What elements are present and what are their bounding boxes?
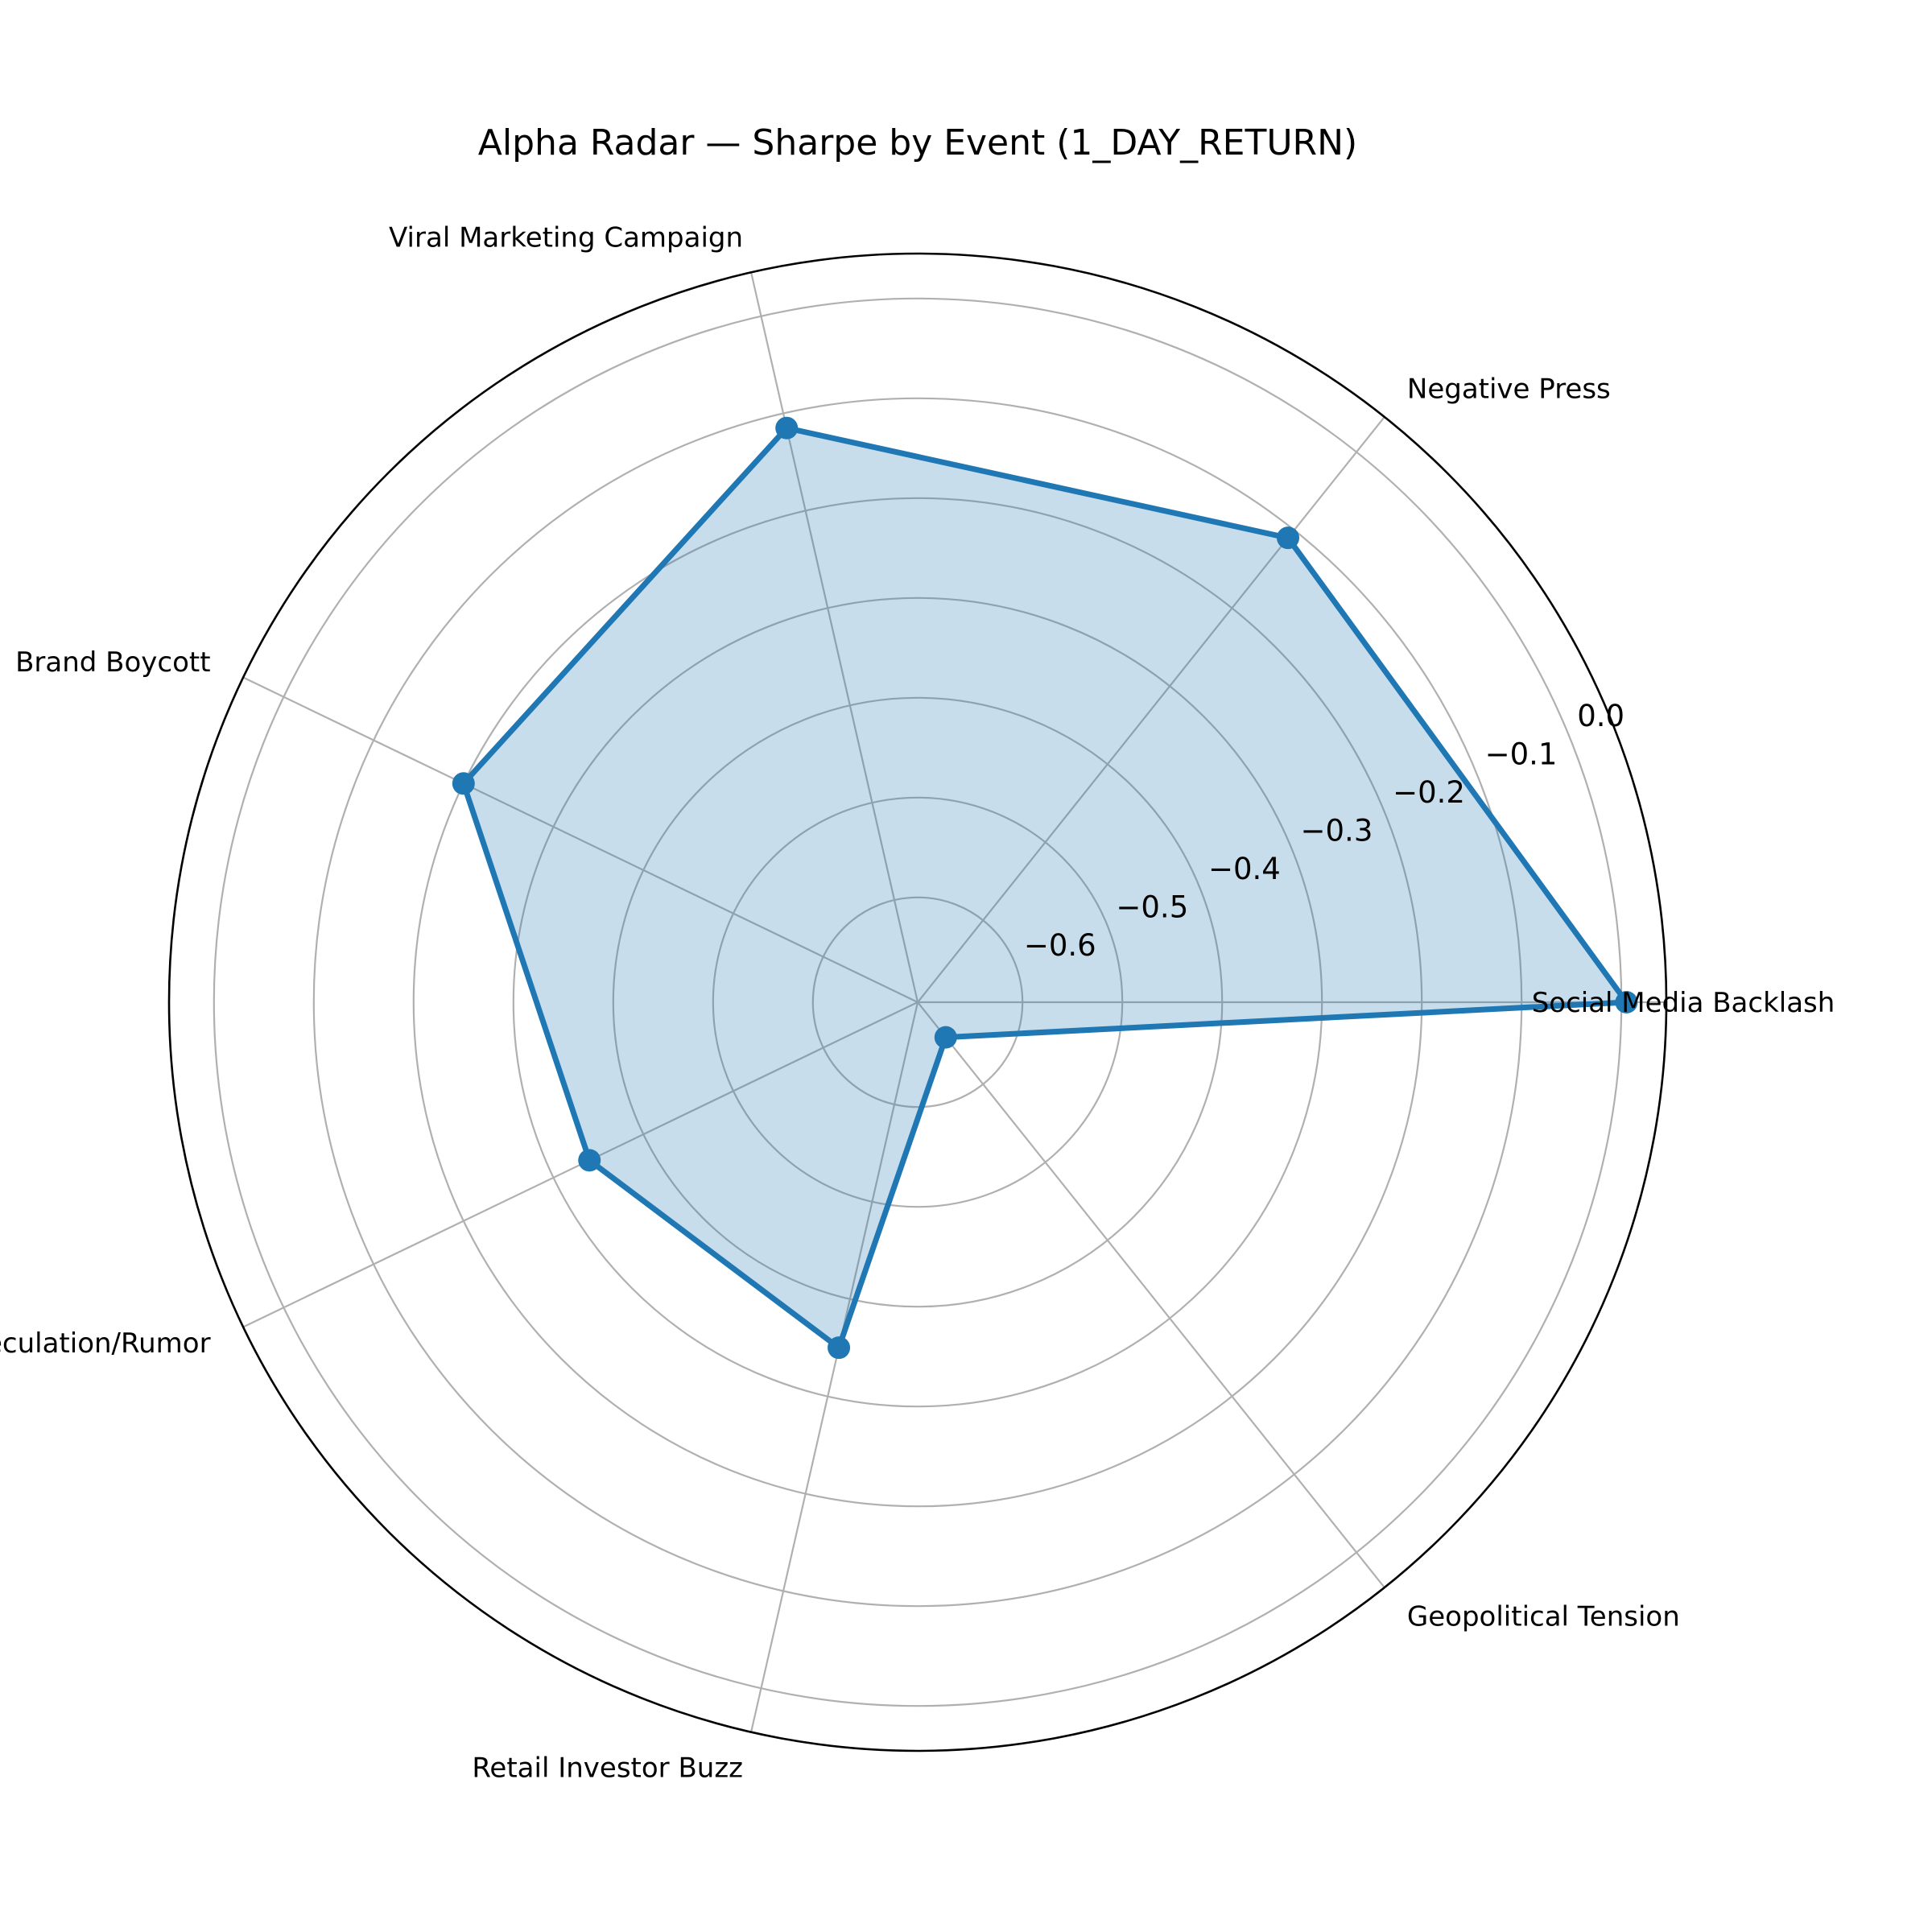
label-layer: −0.6 −0.5 −0.4 −0.3 −0.2 −0.1 0.0 Social Media … bbox=[0, 221, 1835, 1784]
r-tick-label: −0.3 bbox=[1301, 814, 1373, 848]
category-label: Retail Investor Buzz bbox=[472, 1752, 743, 1785]
category-label: Viral Marketing Campaign bbox=[389, 221, 743, 254]
r-tick-label: −0.4 bbox=[1208, 852, 1281, 886]
grid-spoke bbox=[917, 416, 1385, 1003]
chart-title: Alpha Radar — Sharpe by Event (1_DAY_RET… bbox=[478, 122, 1357, 163]
polar-spine bbox=[167, 252, 1668, 1752]
data-point bbox=[578, 1149, 601, 1172]
r-tick-label: −0.2 bbox=[1393, 775, 1465, 810]
category-label: Brand Boycott bbox=[15, 646, 210, 679]
series-line bbox=[460, 425, 1629, 1351]
category-label: Speculation/Rumor bbox=[0, 1327, 211, 1360]
data-point bbox=[775, 416, 799, 440]
r-tick-label: −0.1 bbox=[1485, 737, 1558, 772]
series-layer bbox=[452, 416, 1638, 1360]
category-label: Negative Press bbox=[1407, 374, 1611, 406]
data-point bbox=[828, 1336, 851, 1360]
category-label: Social Media Backlash bbox=[1532, 987, 1835, 1019]
data-point bbox=[1277, 526, 1300, 550]
grid-spoke bbox=[242, 676, 919, 1003]
r-tick-label: −0.5 bbox=[1116, 890, 1188, 924]
data-point bbox=[1615, 991, 1638, 1013]
data-point bbox=[934, 1026, 957, 1049]
grid-spoke bbox=[749, 272, 919, 1003]
grid-spoke bbox=[749, 1001, 919, 1732]
series-fill bbox=[463, 427, 1627, 1348]
r-tick-label: 0.0 bbox=[1577, 699, 1624, 733]
category-label: Geopolitical Tension bbox=[1407, 1600, 1680, 1633]
data-point bbox=[452, 772, 475, 795]
grid-spoke bbox=[917, 1001, 1385, 1588]
r-tick-label: −0.6 bbox=[1024, 928, 1096, 963]
